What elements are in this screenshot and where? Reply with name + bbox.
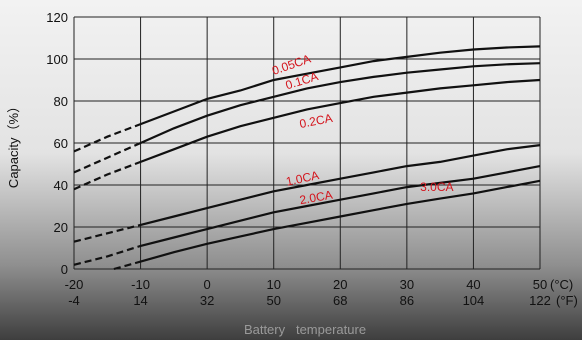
x-unit-fahrenheit: (°F) [556,293,578,308]
x-tick-label-celsius: 0 [204,277,211,292]
x-axis-label: Battery temperature [244,322,366,337]
curves [73,45,541,271]
series-label: 2.0CA [298,188,333,208]
x-tick-label-fahrenheit: 122 [529,293,551,308]
x-tick-label-fahrenheit: 86 [400,293,414,308]
series-line-dashed [73,223,141,243]
series-label: 0.2CA [298,111,333,131]
x-tick-label-fahrenheit: 50 [266,293,280,308]
series-line-dashed [73,123,141,153]
y-tick-label: 120 [46,10,68,25]
x-tick-label-fahrenheit: 32 [200,293,214,308]
series-line-dashed [73,160,141,191]
series-label: 3.0CA [420,180,453,194]
series-line [140,62,541,145]
grid-lines [73,16,541,270]
y-tick-label: 80 [54,94,68,109]
series-line [140,179,541,263]
x-tick-label-celsius: -10 [131,277,150,292]
x-tick-label-fahrenheit: -4 [68,293,80,308]
x-unit-celsius: (°C) [550,277,573,292]
y-tick-label: 20 [54,220,68,235]
y-tick-label: 100 [46,52,68,67]
x-tick-label-celsius: 50 [533,277,547,292]
x-tick-label-fahrenheit: 14 [133,293,147,308]
x-tick-label-celsius: 40 [466,277,480,292]
x-tick-label-celsius: 30 [400,277,414,292]
x-tick-label-celsius: 20 [333,277,347,292]
x-tick-label-celsius: 10 [266,277,280,292]
y-tick-labels: 0 20 40 60 80 100 120 [46,10,68,277]
y-axis-label: Capacity（%） [6,100,21,188]
y-tick-label: 40 [54,178,68,193]
series-line [140,144,541,226]
series-line [140,45,541,126]
series-line-dashed [113,260,141,271]
series-line [140,78,541,163]
y-tick-label: 60 [54,136,68,151]
x-tick-label-fahrenheit: 68 [333,293,347,308]
series-label: 1.0CA [285,168,321,189]
series-line-dashed [73,244,141,266]
x-tick-label-fahrenheit: 104 [463,293,485,308]
series-line-dashed [73,141,142,174]
series-line [140,165,541,247]
x-tick-label-celsius: -20 [65,277,84,292]
y-tick-label: 0 [61,262,68,277]
